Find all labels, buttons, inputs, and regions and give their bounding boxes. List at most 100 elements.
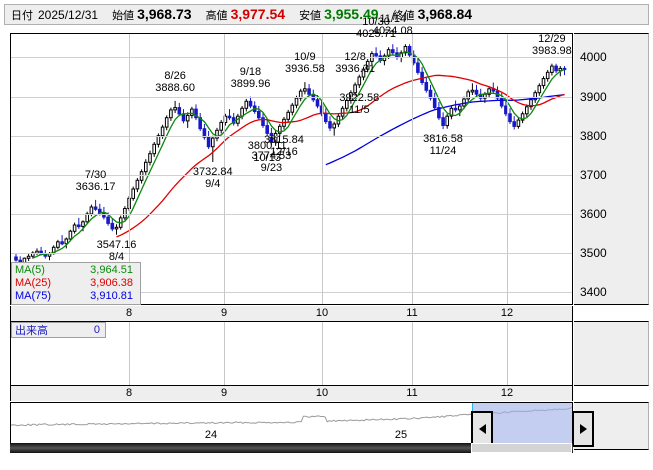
gridline	[129, 34, 130, 304]
close-value: 3,968.84	[417, 6, 473, 22]
horizontal-scrollbar[interactable]	[10, 443, 573, 453]
high-value: 3,977.54	[230, 6, 286, 22]
annotation-price: 9/4	[205, 178, 221, 191]
gridline	[11, 253, 572, 254]
gridline	[412, 34, 413, 304]
date-label: 日付	[11, 9, 33, 22]
swing-annotation: 12/29 3983.98	[532, 33, 572, 57]
gridline	[11, 57, 572, 58]
scrollbar-thumb[interactable]	[471, 443, 572, 453]
gridline	[11, 175, 572, 176]
annotation-price: 3899.96	[230, 77, 271, 90]
month-label: 12	[500, 307, 514, 319]
gridline	[507, 322, 508, 385]
swing-annotation: 10/9 3936.58	[285, 51, 325, 75]
ma5-value: 3,964.51	[90, 264, 133, 276]
annotation-date: 3816.58	[423, 133, 463, 146]
gridline	[322, 322, 323, 385]
high-label: 高値	[205, 10, 228, 22]
volume-label: 出来高	[15, 325, 48, 337]
navigator-year-label: 24	[204, 429, 218, 441]
annotation-price: 12/16	[270, 145, 298, 158]
swing-annotation: 8/26 3888.60	[155, 70, 195, 94]
ma75-label: MA(75)	[15, 290, 52, 302]
ma-row: MA(75) 3,910.81	[12, 290, 140, 303]
gridline	[129, 322, 130, 385]
annotation-price: 3983.98	[532, 44, 572, 57]
swing-annotation: 3547.16 8/4	[97, 239, 137, 263]
swing-annotation: 11/14 4034.08	[373, 13, 413, 37]
price-axis: 4000 3900 3800 3700 3600 3500 3400	[574, 33, 649, 305]
gridline	[507, 34, 508, 304]
month-axis-volume: 8 9 10 11 12	[10, 386, 573, 401]
annotation-price: 4034.08	[372, 25, 413, 38]
price-axis-tick: 3900	[580, 89, 607, 104]
annotation-price: 10/13	[253, 151, 281, 164]
ma25-value: 3,906.38	[90, 277, 133, 289]
annotation-price: 3936.58	[285, 63, 325, 76]
low-value: 3,955.49	[324, 6, 379, 22]
annotation-price: 11/24	[429, 145, 457, 158]
low-label: 安値	[299, 10, 322, 22]
swing-annotation: 3732.84 9/4	[193, 166, 233, 190]
annotation-date: 7/30	[84, 168, 107, 181]
ma-row: MA(5) 3,964.51	[12, 264, 140, 277]
volume-axis	[574, 321, 649, 386]
annotation-date: 9/18	[239, 65, 262, 78]
month-label: 10	[315, 307, 329, 319]
annotation-date: 12/29	[538, 32, 566, 45]
close-label: 終値	[392, 10, 415, 22]
price-axis-tick: 3800	[580, 128, 607, 143]
gridline	[11, 214, 572, 215]
gridline	[412, 322, 413, 385]
price-chart-panel[interactable]	[10, 33, 573, 305]
swing-annotation: 3922.58 11/5	[339, 92, 379, 116]
gridline	[224, 34, 225, 304]
ma-row: MA(25) 3,906.38	[12, 277, 140, 290]
navigator-year-label: 25	[394, 429, 408, 441]
volume-legend: 出来高 0	[11, 322, 106, 338]
month-label: 10	[315, 387, 329, 399]
quote-header-bar: 日付 2025/12/31 始値 3,968.73 高値 3,977.54 安値…	[4, 4, 649, 25]
range-handle-left[interactable]	[471, 411, 493, 447]
moving-average-legend: MA(5) 3,964.51 MA(25) 3,906.38 MA(75) 3,…	[11, 262, 141, 305]
price-axis-tick: 3700	[580, 167, 607, 182]
annotation-price: 3936.31	[335, 63, 376, 76]
gridline	[11, 292, 572, 293]
annotation-date: 11/14	[379, 13, 407, 26]
gridline	[11, 97, 572, 98]
ma75-value: 3,910.81	[90, 290, 133, 302]
annotation-price: 11/5	[349, 103, 370, 116]
close-price-group: 終値 3,968.84	[393, 6, 473, 23]
price-axis-tick: 3400	[580, 285, 607, 300]
range-handle-right[interactable]	[572, 411, 594, 447]
swing-annotation: 9/18 3899.96	[231, 66, 271, 90]
gridline	[224, 322, 225, 385]
annotation-price: 3636.17	[75, 180, 116, 193]
annotation-date: 8/26	[164, 70, 186, 83]
arrow-left-icon	[478, 424, 486, 434]
month-axis-price: 8 9 10 11 12	[10, 306, 573, 321]
annotation-date: 10/9	[294, 51, 316, 64]
price-axis-tick: 3600	[580, 207, 607, 221]
month-label: 8	[125, 307, 133, 319]
month-label: 9	[220, 307, 228, 319]
low-price-group: 安値 3,955.49	[299, 6, 379, 23]
swing-annotation: 12/8 3936.31	[335, 51, 375, 75]
annotation-date: 3732.84	[192, 166, 233, 179]
month-label: 12	[500, 387, 514, 399]
gridline	[322, 34, 323, 304]
annotation-date: 3815.84	[264, 133, 304, 146]
high-price-group: 高値 3,977.54	[206, 6, 286, 23]
volume-value: 0	[93, 324, 100, 336]
annotation-date: 12/8	[344, 51, 366, 64]
ma5-label: MA(5)	[15, 264, 45, 276]
swing-annotation: 3816.58 11/24	[423, 133, 463, 157]
swing-annotation: 3815.84 12/16	[264, 134, 304, 158]
swing-annotation: 7/30 3636.17	[76, 169, 116, 193]
swing-annotation: 3800.11 10/13	[248, 140, 287, 164]
annotation-date: 3800.11	[247, 139, 287, 152]
date-value: 2025/12/31	[38, 7, 99, 22]
arrow-right-icon	[579, 424, 587, 434]
